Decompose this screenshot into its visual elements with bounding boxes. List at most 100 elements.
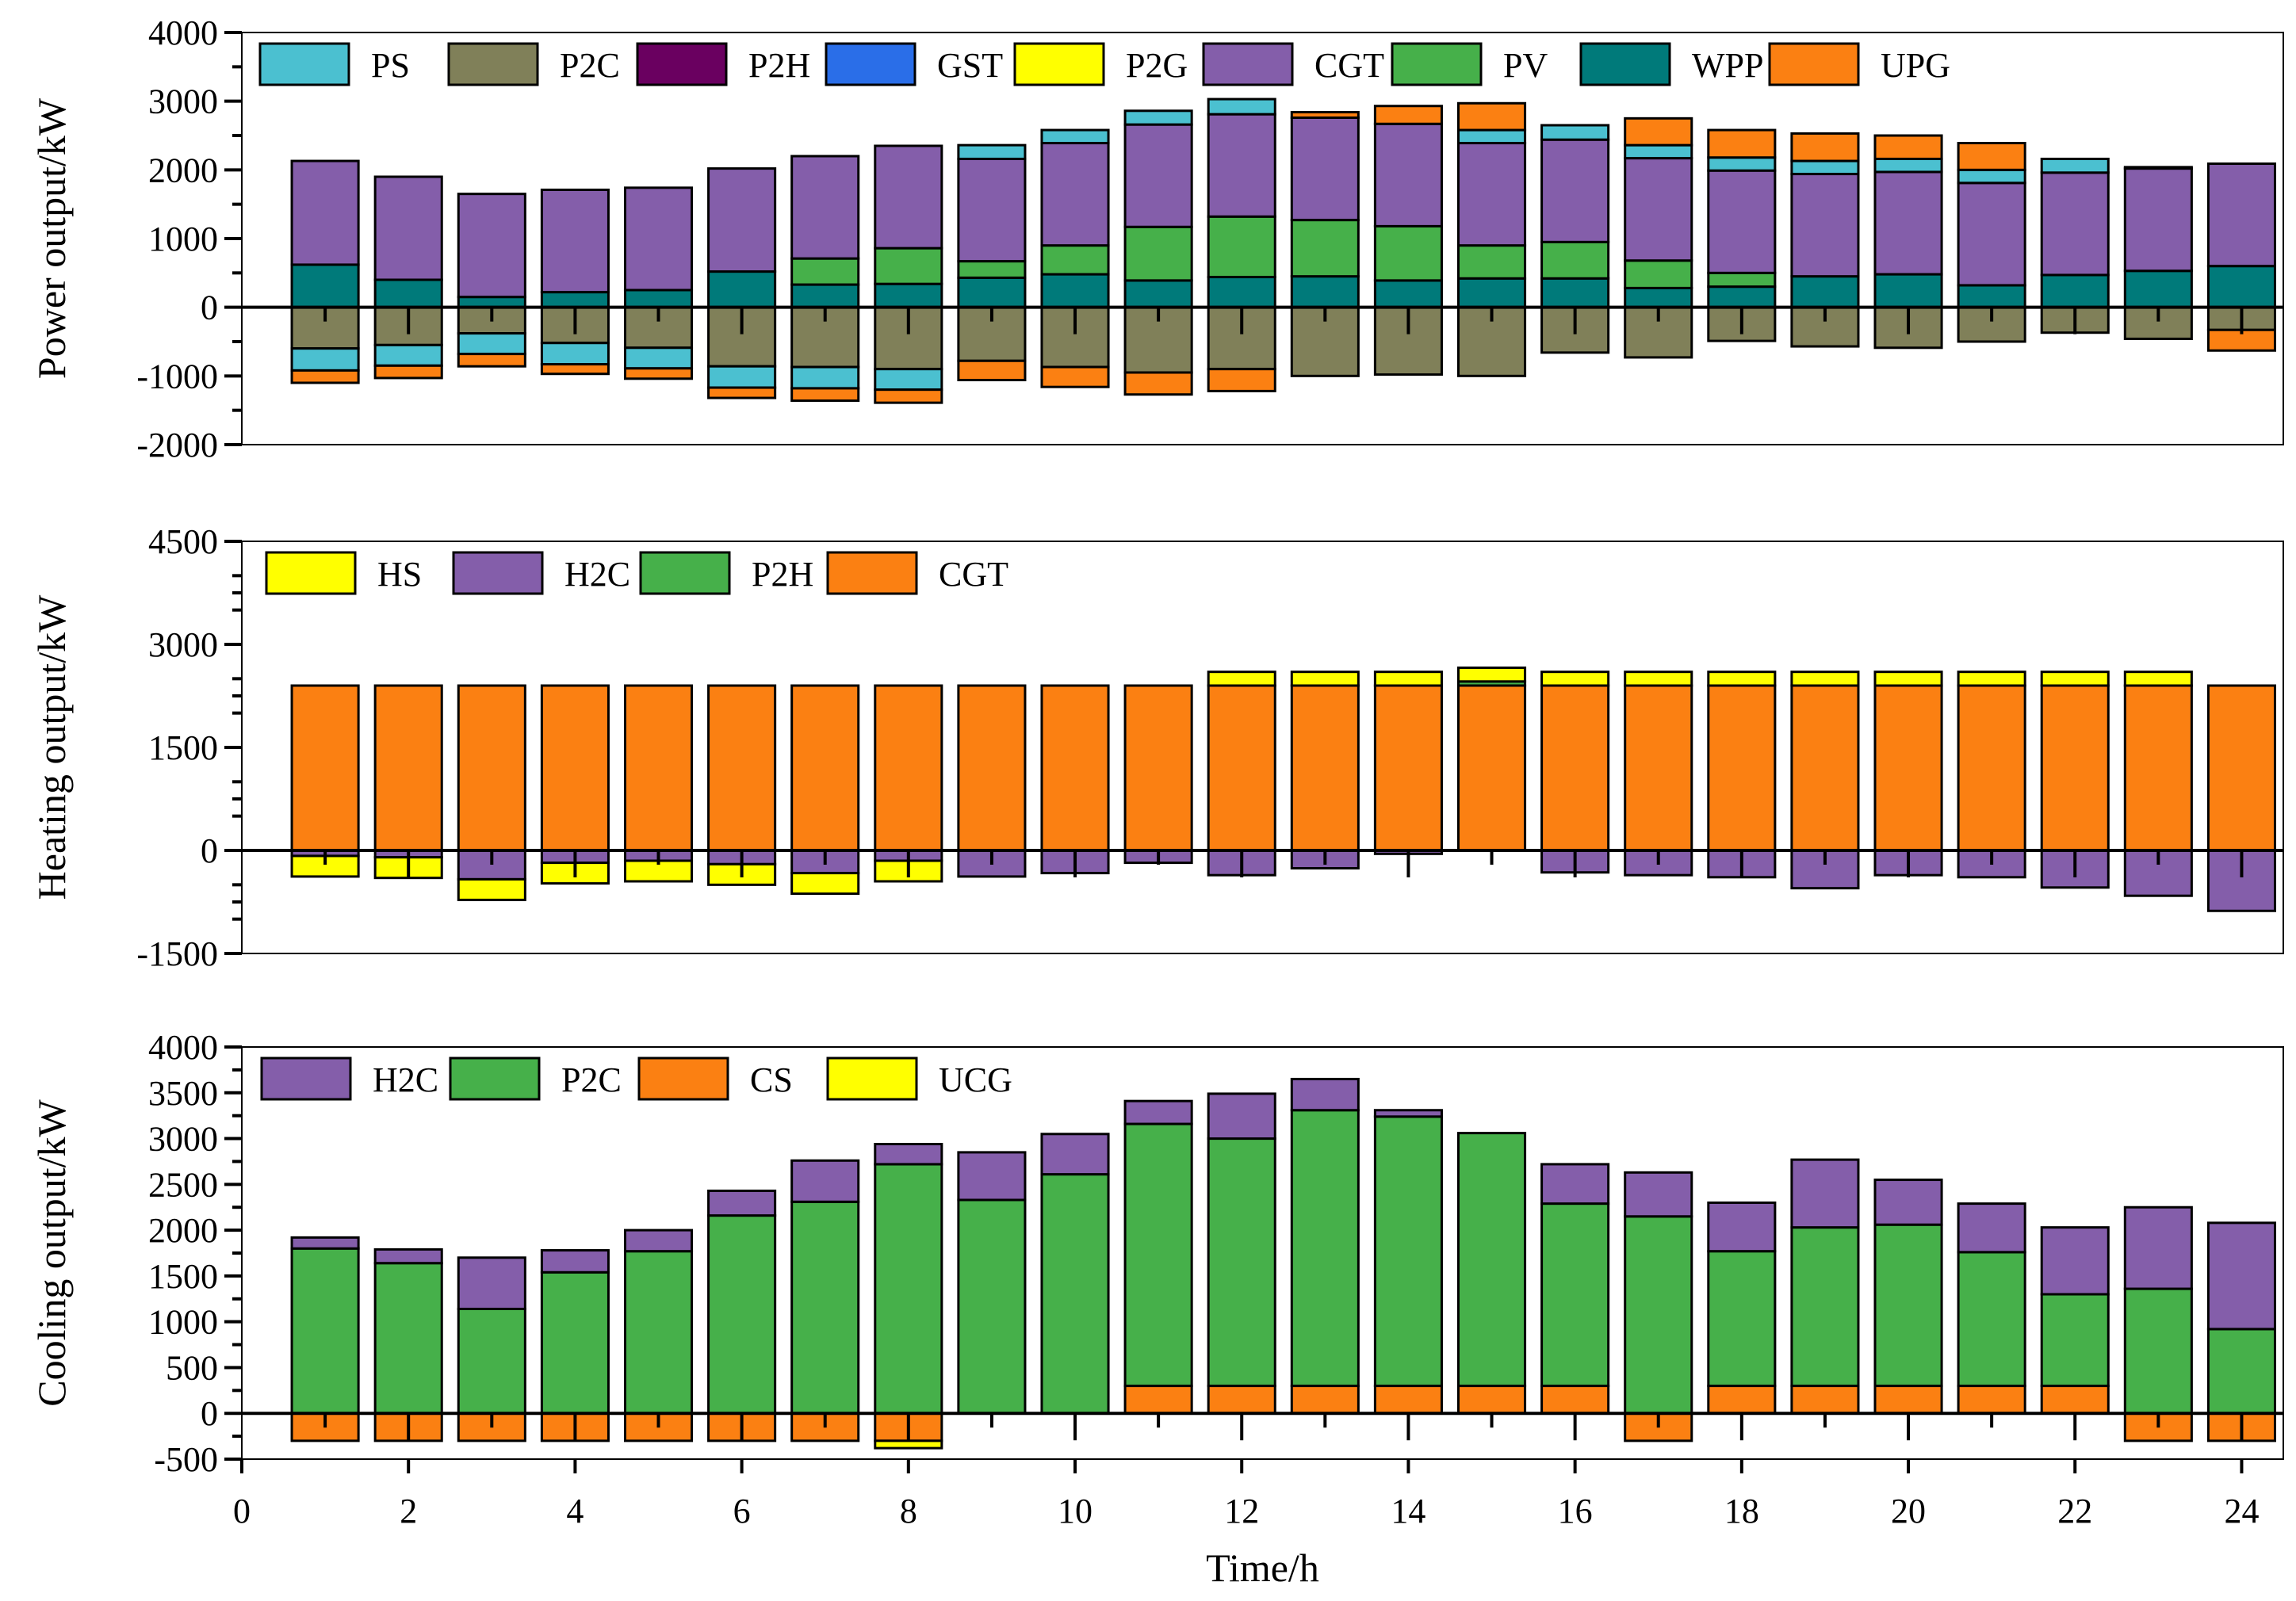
bar-p2c (1873, 1223, 1943, 1388)
bar-p2c (1040, 1173, 1110, 1415)
bar-p2c (2123, 1287, 2193, 1415)
bar-ps (2040, 157, 2110, 174)
bar-pv (790, 257, 860, 286)
bar-h2c (790, 849, 860, 875)
y-tick-label: -1000 (136, 357, 218, 395)
bar-wpp (1790, 275, 1860, 309)
bar-upg (1123, 371, 1193, 396)
bar-upg (2123, 166, 2193, 170)
bar-wpp (1123, 279, 1193, 309)
bar-cgt (874, 684, 943, 852)
legend-label-cs: CS (750, 1060, 793, 1099)
bar-wpp (1373, 279, 1443, 309)
bar-wpp (707, 270, 777, 309)
bar-cgt (707, 167, 777, 273)
x-tick-label: 20 (1891, 1492, 1926, 1530)
legend-label-upg: UPG (1881, 46, 1950, 85)
bar-cgt (1873, 684, 1943, 852)
x-tick-label: 2 (400, 1492, 417, 1530)
y-tick-label: 2000 (148, 151, 218, 189)
bar-cgt (790, 684, 860, 852)
y-tick-label: 3500 (148, 1074, 218, 1113)
bar-upg (1707, 128, 1777, 159)
legend-label-hs: HS (377, 555, 422, 594)
y-tick-label: -500 (154, 1440, 218, 1479)
bar-ps (540, 342, 610, 366)
bar-cgt (2123, 684, 2193, 852)
y-tick-label: 4000 (148, 1028, 218, 1067)
bar-wpp (290, 263, 360, 309)
bar-h2c (1290, 1077, 1360, 1112)
bar-ps (1707, 156, 1777, 172)
x-tick-label: 18 (1724, 1492, 1759, 1530)
bar-upg (1207, 368, 1276, 392)
bar-p2c (1290, 306, 1360, 377)
bar-cs (2040, 1385, 2110, 1415)
bar-cgt (1540, 684, 1610, 852)
bar-cgt (540, 684, 610, 852)
bar-h2c (1707, 1201, 1777, 1253)
bar-pv (1207, 215, 1276, 279)
bar-cs (1373, 1385, 1443, 1415)
bar-cgt (1123, 123, 1193, 228)
bar-h2c (2206, 1221, 2276, 1331)
y-tick-label: 3000 (148, 625, 218, 664)
bar-upg (290, 369, 360, 384)
legend-label-gst: GST (937, 46, 1003, 85)
x-tick-label: 6 (733, 1492, 751, 1530)
bar-cgt (1040, 684, 1110, 852)
bar-pv (874, 246, 943, 285)
bar-cs (1957, 1385, 2026, 1415)
legend-swatch-cs (637, 1057, 729, 1101)
bar-wpp (1207, 276, 1276, 309)
bar-h2c (2040, 1226, 2110, 1296)
bar-cgt (1873, 170, 1943, 276)
x-axis-title: Time/h (1206, 1546, 1319, 1590)
bar-wpp (1957, 284, 2026, 309)
y-axis-title: Heating output/kW (29, 594, 74, 900)
bar-ps (1207, 97, 1276, 116)
bar-ps (1873, 157, 1943, 174)
legend: PS P2C P2H GST P2G CGT PV WPP UPG (258, 42, 1950, 86)
bar-h2c (874, 1142, 943, 1166)
bar-cgt (1624, 157, 1693, 262)
bar-p2c (957, 1198, 1027, 1415)
bar-p2c (874, 1163, 943, 1415)
bar-wpp (1456, 277, 1527, 309)
bar-cgt (1790, 684, 1860, 852)
bar-cgt (1624, 684, 1693, 852)
bar-cgt (1540, 138, 1610, 243)
bar-cgt (957, 684, 1027, 852)
bar-upg (373, 364, 443, 380)
bar-hs (1290, 671, 1360, 687)
bar-ps (790, 365, 860, 390)
bar-pv (1040, 244, 1110, 276)
y-tick-label: -1500 (136, 934, 218, 973)
bar-ps (1957, 168, 2026, 185)
bar-cgt (707, 684, 777, 852)
bar-h2c (457, 1256, 526, 1310)
bar-hs (2123, 671, 2193, 687)
legend-swatch-ucg (826, 1057, 918, 1101)
bar-upg (790, 387, 860, 403)
bar-cs (1540, 1385, 1610, 1415)
bar-cgt (290, 159, 360, 266)
bar-wpp (790, 283, 860, 309)
bar-cs (1873, 1385, 1943, 1415)
bar-ps (457, 332, 526, 356)
bar-cgt (1707, 684, 1777, 852)
bar-h2c (957, 1151, 1027, 1202)
bar-h2c (790, 1159, 860, 1203)
x-tick-label: 0 (233, 1492, 251, 1530)
bar-p2c (1123, 1122, 1193, 1388)
bar-p2c (373, 1262, 443, 1415)
bar-p2c (1540, 1202, 1610, 1388)
bar-cgt (2206, 162, 2276, 268)
bar-ps (874, 368, 943, 392)
bar-p2c (623, 1250, 694, 1415)
bar-upg (1873, 134, 1943, 160)
bar-hs (1957, 671, 2026, 687)
y-tick-label: 3000 (148, 1120, 218, 1159)
legend-swatch-p2g (1013, 42, 1105, 86)
bar-upg (707, 386, 777, 399)
